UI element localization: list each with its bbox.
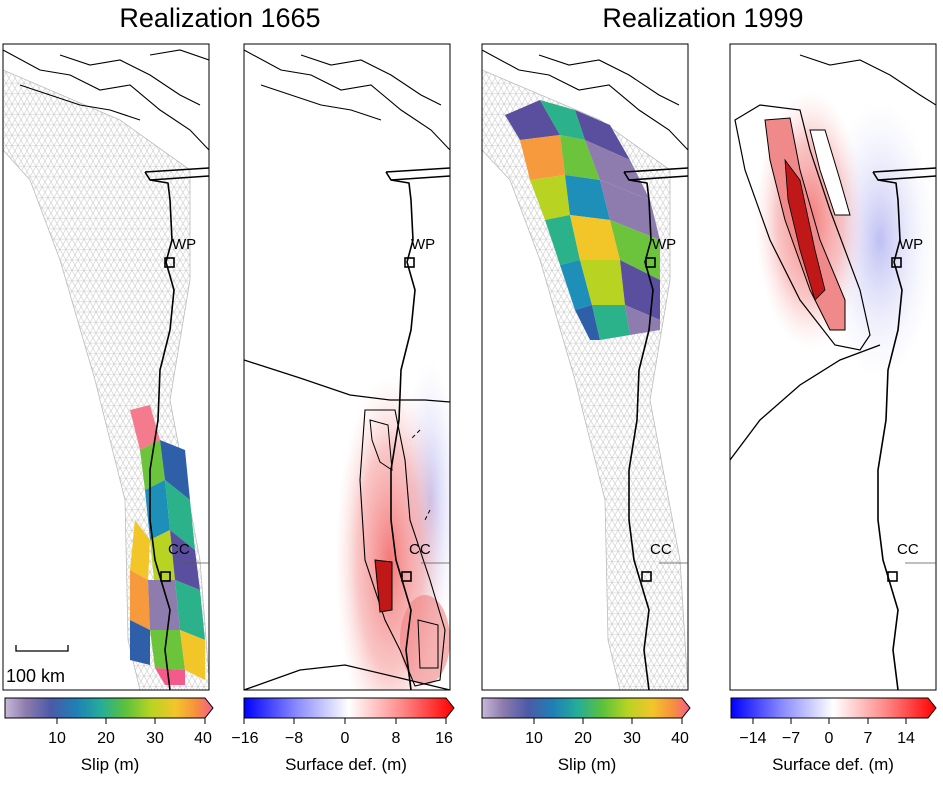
colorbar-tick: 0 xyxy=(341,730,350,747)
colorbar-label: Surface def. (m) xyxy=(772,755,894,774)
colorbar-tick: −7 xyxy=(782,730,800,747)
site-label-wp: WP xyxy=(172,236,196,253)
colorbar-tick: 30 xyxy=(623,730,641,747)
colorbar-tick: 20 xyxy=(97,730,115,747)
colorbar-tick: 14 xyxy=(897,730,915,747)
colorbar-tick: 30 xyxy=(146,730,164,747)
colorbar-tick: 40 xyxy=(671,730,689,747)
coastline xyxy=(144,171,175,690)
site-marker-cc xyxy=(160,571,171,582)
site-label-cc: CC xyxy=(897,541,919,558)
title-realization-1999: Realization 1999 xyxy=(602,3,803,33)
colorbar-tick: 20 xyxy=(574,730,592,747)
site-marker-wp xyxy=(645,257,656,268)
colorbar-tick: −14 xyxy=(739,730,766,747)
panel-slip-1665 xyxy=(3,44,209,690)
slip-patch-1665 xyxy=(130,405,205,685)
site-label-wp: WP xyxy=(899,236,923,253)
site-label-cc: CC xyxy=(168,541,190,558)
slip-patch-1999 xyxy=(505,100,660,340)
colorbar-tick: 10 xyxy=(525,730,543,747)
site-label-wp: WP xyxy=(411,236,435,253)
site-label-wp: WP xyxy=(652,236,676,253)
colorbar-tick: −8 xyxy=(285,730,303,747)
panel-deformation-1665 xyxy=(244,44,450,690)
colorbar-deformation-1999: −14 −7 0 7 14 Surface def. (m) xyxy=(730,697,937,774)
colorbar-tick: 10 xyxy=(48,730,66,747)
colorbar-label: Slip (m) xyxy=(81,755,140,774)
site-label-cc: CC xyxy=(409,541,431,558)
colorbar-label: Surface def. (m) xyxy=(285,755,407,774)
site-marker-wp xyxy=(164,257,175,268)
colorbar-tick: 40 xyxy=(194,730,212,747)
colorbar-tick: 0 xyxy=(825,730,834,747)
site-label-cc: CC xyxy=(650,541,672,558)
site-marker-cc xyxy=(401,571,412,582)
panel-frame xyxy=(2,43,210,691)
colorbar-tick: 8 xyxy=(392,730,401,747)
scale-bar xyxy=(15,645,69,652)
colorbar-label: Slip (m) xyxy=(558,755,617,774)
colorbar-tick: −16 xyxy=(231,730,258,747)
colorbar-slip-1999: 10 20 30 40 Slip (m) xyxy=(481,697,691,774)
colorbar-tick: 16 xyxy=(435,730,453,747)
scale-bar-label: 100 km xyxy=(6,666,65,686)
panel-slip-1999 xyxy=(482,44,688,690)
site-marker-cc xyxy=(641,571,652,582)
panel-deformation-1999 xyxy=(730,44,936,690)
site-marker-wp xyxy=(404,257,415,268)
colorbar-slip-1665: 10 20 30 40 Slip (m) xyxy=(4,697,214,774)
title-realization-1665: Realization 1665 xyxy=(119,3,320,33)
colorbar-deformation-1665: −16 −8 0 8 16 Surface def. (m) xyxy=(231,697,455,774)
site-marker-wp xyxy=(891,257,902,268)
site-marker-cc xyxy=(887,571,898,582)
colorbar-tick: 7 xyxy=(864,730,873,747)
